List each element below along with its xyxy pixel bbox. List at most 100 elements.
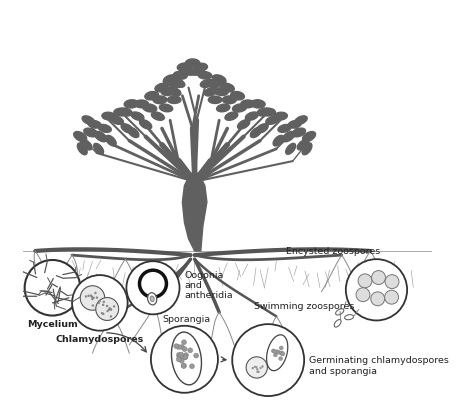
- Ellipse shape: [212, 76, 226, 85]
- Circle shape: [176, 357, 181, 362]
- Ellipse shape: [98, 125, 111, 133]
- Ellipse shape: [286, 144, 296, 155]
- Ellipse shape: [206, 80, 220, 88]
- Ellipse shape: [177, 64, 191, 72]
- Circle shape: [72, 275, 128, 331]
- Ellipse shape: [246, 113, 258, 121]
- Ellipse shape: [336, 309, 344, 315]
- Ellipse shape: [250, 128, 262, 138]
- Ellipse shape: [273, 136, 284, 146]
- Ellipse shape: [198, 72, 212, 80]
- Ellipse shape: [288, 121, 301, 129]
- Text: Mycelium: Mycelium: [27, 319, 78, 328]
- Circle shape: [273, 350, 277, 354]
- Circle shape: [106, 305, 108, 308]
- Circle shape: [179, 352, 183, 357]
- Circle shape: [96, 298, 118, 321]
- Circle shape: [106, 310, 109, 312]
- Ellipse shape: [153, 97, 167, 104]
- Polygon shape: [182, 174, 207, 252]
- Ellipse shape: [94, 144, 104, 155]
- Ellipse shape: [209, 97, 222, 104]
- Text: Oogonia
and
antheridia: Oogonia and antheridia: [184, 270, 233, 300]
- Circle shape: [275, 350, 279, 354]
- Circle shape: [98, 302, 100, 304]
- Circle shape: [257, 371, 260, 373]
- Ellipse shape: [273, 113, 287, 121]
- Circle shape: [90, 294, 92, 297]
- Circle shape: [181, 364, 186, 369]
- Ellipse shape: [88, 121, 101, 129]
- Circle shape: [273, 353, 277, 357]
- Circle shape: [102, 313, 105, 315]
- Text: Swimming zoospores: Swimming zoospores: [254, 301, 354, 310]
- Ellipse shape: [167, 88, 181, 97]
- Ellipse shape: [163, 76, 177, 85]
- Ellipse shape: [74, 132, 87, 142]
- Circle shape: [182, 347, 187, 352]
- Ellipse shape: [334, 320, 341, 327]
- Ellipse shape: [102, 113, 116, 121]
- Circle shape: [190, 364, 194, 369]
- Ellipse shape: [151, 113, 164, 121]
- Circle shape: [252, 367, 254, 369]
- Circle shape: [109, 308, 111, 310]
- Circle shape: [182, 340, 186, 345]
- Text: Encysted zoospores: Encysted zoospores: [286, 247, 381, 256]
- Ellipse shape: [159, 105, 173, 112]
- Ellipse shape: [145, 92, 159, 101]
- Ellipse shape: [150, 296, 154, 302]
- Circle shape: [94, 292, 97, 294]
- Circle shape: [110, 309, 112, 311]
- Ellipse shape: [294, 117, 307, 125]
- Circle shape: [174, 344, 179, 349]
- Ellipse shape: [161, 88, 175, 96]
- Text: Germinating chlamydospores
and sporangia: Germinating chlamydospores and sporangia: [309, 355, 449, 375]
- Ellipse shape: [167, 97, 181, 104]
- Circle shape: [183, 355, 188, 360]
- Circle shape: [261, 365, 264, 368]
- Ellipse shape: [169, 80, 183, 88]
- Circle shape: [279, 357, 283, 361]
- Circle shape: [87, 295, 90, 297]
- Ellipse shape: [121, 124, 133, 134]
- Circle shape: [246, 357, 267, 378]
- Ellipse shape: [172, 332, 201, 385]
- Circle shape: [259, 367, 262, 369]
- Ellipse shape: [81, 140, 92, 151]
- Ellipse shape: [214, 88, 228, 96]
- Circle shape: [371, 292, 384, 306]
- Circle shape: [232, 324, 304, 396]
- Ellipse shape: [261, 109, 275, 117]
- Ellipse shape: [143, 105, 157, 113]
- Circle shape: [177, 355, 182, 360]
- Ellipse shape: [302, 144, 312, 155]
- Circle shape: [385, 275, 399, 289]
- Ellipse shape: [77, 144, 87, 155]
- Ellipse shape: [241, 101, 255, 108]
- Ellipse shape: [217, 105, 230, 112]
- Ellipse shape: [94, 132, 107, 142]
- Circle shape: [176, 353, 181, 357]
- Ellipse shape: [204, 88, 218, 97]
- Text: Chlamydospores: Chlamydospores: [56, 334, 144, 343]
- Circle shape: [127, 262, 180, 315]
- Circle shape: [91, 305, 94, 307]
- Circle shape: [109, 308, 111, 310]
- Ellipse shape: [182, 68, 195, 76]
- Ellipse shape: [257, 109, 271, 117]
- FancyArrowPatch shape: [221, 357, 226, 362]
- Circle shape: [80, 286, 105, 310]
- Ellipse shape: [147, 293, 157, 305]
- Circle shape: [182, 364, 187, 369]
- Circle shape: [85, 296, 87, 298]
- Circle shape: [279, 346, 283, 350]
- Ellipse shape: [139, 120, 152, 130]
- Ellipse shape: [124, 101, 138, 109]
- Circle shape: [25, 261, 80, 316]
- Ellipse shape: [302, 132, 316, 142]
- Ellipse shape: [345, 315, 354, 320]
- Circle shape: [271, 349, 275, 353]
- Ellipse shape: [225, 113, 238, 121]
- Ellipse shape: [292, 129, 306, 137]
